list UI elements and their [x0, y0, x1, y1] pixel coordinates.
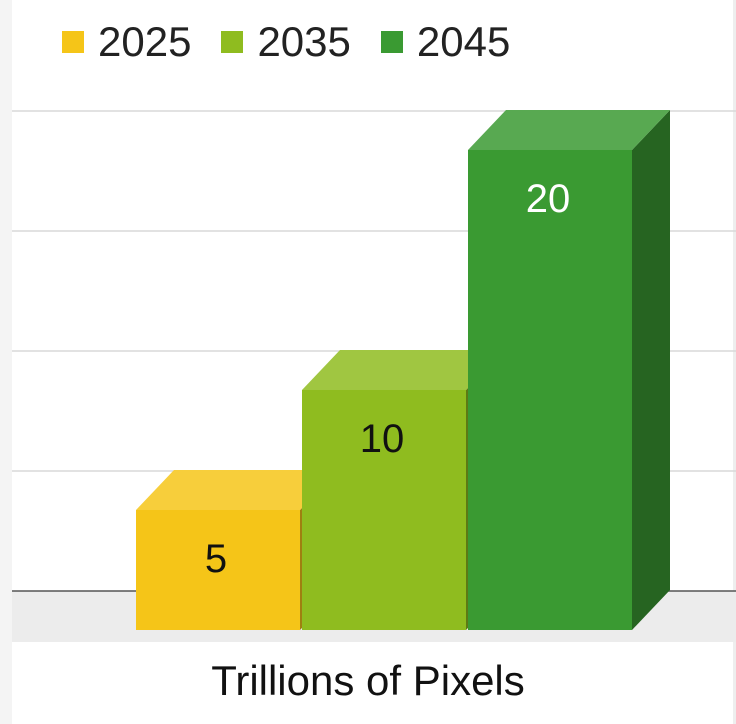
- legend-label-2025: 2025: [98, 18, 192, 65]
- x-axis-label: Trillions of Pixels: [211, 657, 525, 704]
- bar-side-face: [632, 110, 670, 630]
- legend-label-2045: 2045: [416, 18, 511, 65]
- legend-item-2035: 2035: [221, 18, 351, 65]
- data-label-2035: 10: [360, 417, 405, 461]
- legend-item-2045: 2045: [380, 18, 511, 65]
- legend-swatch-2025: [62, 31, 84, 53]
- legend-label-2035: 2035: [257, 18, 351, 65]
- bar-front-face: [468, 150, 632, 630]
- left-frame-edge: [0, 0, 12, 724]
- data-label-2025: 5: [205, 537, 227, 581]
- legend-swatch-2045: [380, 31, 403, 53]
- bar-front-face: [302, 390, 466, 630]
- legend-swatch-2035: [221, 31, 244, 53]
- bar-top-face: [468, 110, 670, 150]
- data-label-2045: 20: [526, 177, 571, 221]
- bar-top-face: [302, 350, 504, 390]
- bars: [136, 110, 670, 630]
- bar-front-face: [136, 510, 300, 630]
- right-frame-edge: [733, 0, 736, 724]
- bar-2045: [468, 110, 670, 630]
- bar-top-face: [136, 470, 338, 510]
- legend: 2025 2035 2045: [62, 12, 540, 72]
- data-labels: 5 10 20: [205, 177, 570, 581]
- legend-item-2025: 2025: [62, 21, 191, 63]
